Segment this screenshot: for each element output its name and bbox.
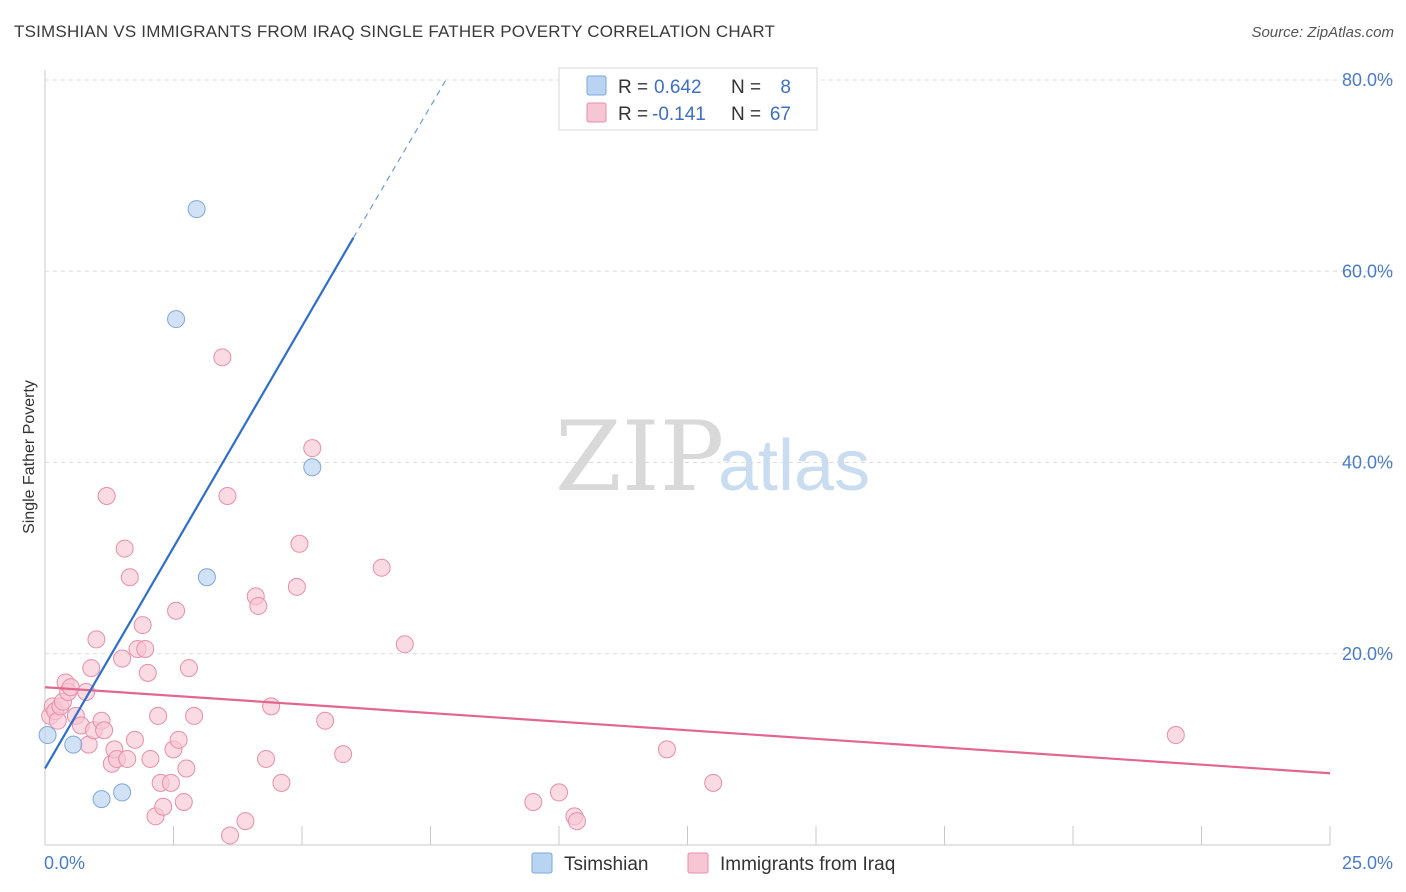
tsimshian-point bbox=[197, 568, 216, 587]
y-tick-labels: 20.0% 40.0% 60.0% 80.0% bbox=[1342, 70, 1393, 664]
iraq-point bbox=[185, 706, 204, 725]
bottom-legend-label-tsimshian: Tsimshian bbox=[564, 854, 648, 875]
bottom-legend-label-iraq: Immigrants from Iraq bbox=[720, 854, 895, 875]
iraq-point bbox=[704, 773, 723, 792]
tsimshian-point bbox=[303, 458, 322, 477]
iraq-point bbox=[316, 711, 335, 730]
iraq-point bbox=[213, 348, 232, 367]
bottom-legend-swatch-tsimshian bbox=[531, 852, 553, 874]
iraq-point bbox=[77, 683, 96, 701]
tsimshian-point bbox=[92, 790, 111, 809]
y-tick-label: 60.0% bbox=[1342, 261, 1393, 281]
iraq-point bbox=[136, 639, 155, 658]
chart-title: TSIMSHIAN VS IMMIGRANTS FROM IRAQ SINGLE… bbox=[14, 22, 776, 41]
iraq-point bbox=[174, 792, 193, 811]
y-tick-label: 40.0% bbox=[1342, 453, 1393, 473]
tsimshian-point bbox=[113, 783, 132, 802]
iraq-point bbox=[257, 749, 276, 768]
iraq-point bbox=[395, 635, 414, 654]
iraq-point bbox=[149, 706, 168, 725]
tsimshian-point bbox=[38, 726, 57, 745]
grid-lines bbox=[45, 79, 1395, 655]
iraq-point bbox=[262, 697, 281, 716]
iraq-point bbox=[334, 745, 353, 764]
watermark-atlas: atlas bbox=[718, 426, 870, 506]
iraq-point bbox=[161, 773, 180, 792]
x-tick-label-min: 0.0% bbox=[44, 853, 85, 873]
legend-r-value-2: -0.141 bbox=[652, 104, 706, 125]
iraq-point bbox=[303, 439, 322, 458]
iraq-point bbox=[113, 649, 132, 668]
x-tick-label-max: 25.0% bbox=[1342, 853, 1393, 873]
legend-n-label-2: N = bbox=[731, 104, 761, 125]
y-tick-label: 20.0% bbox=[1342, 644, 1393, 664]
iraq-point bbox=[120, 568, 139, 587]
legend-n-value-1: 8 bbox=[780, 77, 791, 98]
iraq-point bbox=[133, 616, 152, 635]
watermark-zip: ZIP bbox=[555, 401, 724, 513]
legend-n-value-2: 67 bbox=[770, 104, 791, 125]
iraq-point bbox=[95, 721, 114, 740]
source-label: Source: ZipAtlas.com bbox=[1251, 24, 1394, 41]
tsimshian-point bbox=[64, 735, 83, 754]
iraq-point bbox=[567, 812, 586, 831]
iraq-point bbox=[221, 826, 240, 845]
legend-swatch-iraq bbox=[586, 102, 607, 123]
iraq-point bbox=[524, 792, 543, 811]
iraq-point bbox=[97, 486, 116, 505]
y-axis-label: Single Father Poverty bbox=[21, 380, 38, 534]
iraq-point bbox=[167, 601, 186, 620]
iraq-point bbox=[87, 630, 106, 649]
iraq-trend-line bbox=[44, 686, 1331, 775]
series-legend: Tsimshian Immigrants from Iraq bbox=[531, 852, 895, 875]
iraq-point bbox=[657, 740, 676, 759]
iraq-point bbox=[249, 596, 268, 615]
iraq-point bbox=[138, 663, 157, 682]
iraq-point bbox=[82, 659, 101, 678]
iraq-point bbox=[177, 759, 196, 778]
iraq-point bbox=[287, 577, 306, 596]
iraq-point bbox=[290, 534, 309, 553]
tsimshian-trend-extension bbox=[352, 79, 447, 239]
tsimshian-point bbox=[187, 200, 206, 219]
legend-swatch-tsimshian bbox=[586, 75, 607, 96]
bottom-legend-swatch-iraq bbox=[687, 852, 709, 874]
iraq-point bbox=[218, 486, 237, 505]
y-tick-label: 80.0% bbox=[1342, 70, 1393, 90]
iraq-point bbox=[236, 812, 255, 831]
stats-legend: R = 0.642 N = 8 R = -0.141 N = 67 bbox=[558, 67, 818, 131]
tsimshian-points bbox=[38, 200, 322, 809]
x-minor-ticks bbox=[44, 826, 1331, 845]
tsimshian-point bbox=[167, 310, 186, 329]
iraq-point bbox=[125, 730, 144, 749]
iraq-point bbox=[169, 730, 188, 749]
legend-r-label-2: R = bbox=[618, 104, 648, 125]
legend-n-label-1: N = bbox=[731, 77, 761, 98]
iraq-point bbox=[115, 539, 134, 558]
iraq-point bbox=[1166, 726, 1185, 745]
legend-r-label-1: R = bbox=[618, 77, 648, 98]
iraq-point bbox=[118, 749, 137, 768]
tsimshian-trend-line bbox=[44, 237, 355, 770]
iraq-points bbox=[41, 348, 1185, 845]
iraq-point bbox=[372, 558, 391, 577]
iraq-point bbox=[179, 659, 198, 678]
iraq-point bbox=[272, 773, 291, 792]
iraq-point bbox=[61, 678, 80, 697]
iraq-point bbox=[154, 797, 173, 816]
iraq-point bbox=[550, 783, 568, 802]
iraq-point bbox=[141, 749, 160, 768]
trend-lines bbox=[44, 79, 1331, 775]
legend-r-value-1: 0.642 bbox=[654, 77, 702, 98]
